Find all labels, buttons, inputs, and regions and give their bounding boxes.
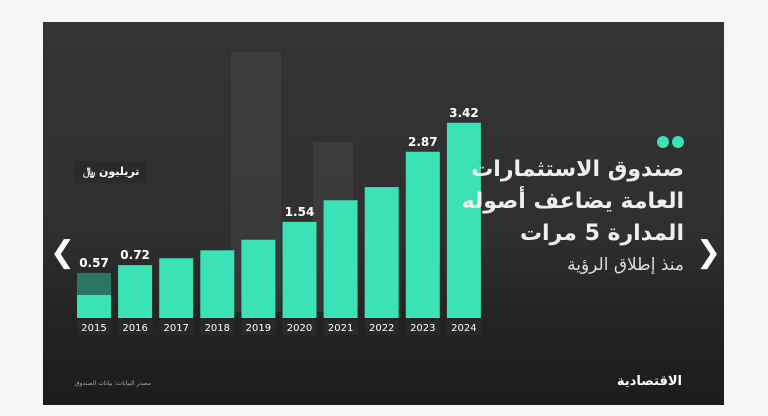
year-label-bg [77,320,111,335]
x-tick-label: 2018 [205,323,230,334]
year-label-bg [118,320,153,335]
x-tick-label: 2022 [369,323,394,334]
bar-2020 [282,221,317,318]
x-tick-label: 2017 [163,323,188,334]
year-label-bg [282,320,317,335]
bar-2017 [159,258,194,318]
x-tick-label: 2016 [122,323,147,334]
bar-chart: 2015 0.57 2016 0.72 2017 2018 2019 2020 1.54 2021… [77,106,481,335]
data-label: 0.72 [120,248,150,262]
infographic-subtitle: منذ إطلاق الرؤية [567,255,684,275]
bar-2023 [405,151,440,318]
bar-2019 [241,239,276,318]
data-label: 2.87 [408,135,438,149]
year-label-bg [159,320,194,335]
year-label-bg [200,320,235,335]
data-label: 1.54 [285,205,315,219]
year-label-bg [446,320,481,335]
x-tick-label: 2020 [287,323,312,334]
chevron-left-icon[interactable]: ❮ [50,235,76,270]
source-note: مصدر البيانات: بيانات الصندوق [75,380,151,387]
year-label-bg [405,320,440,335]
bar-2021 [323,200,358,318]
bar-2022 [364,187,399,318]
chevron-right-icon[interactable]: ❯ [696,235,722,270]
title-block: صندوق الاستثمارات العامة يضاعف أصوله الم… [434,136,684,276]
bar-2016 [118,265,153,318]
infographic-title: صندوق الاستثمارات العامة يضاعف أصوله الم… [461,157,684,246]
carousel-slide: 2015 0.57 2016 0.72 2017 2018 2019 2020 1.54 2021… [43,22,724,405]
year-label-bg [241,320,276,335]
bar-2018 [200,250,235,318]
year-label-bg [323,320,358,335]
bar-overlay [77,272,111,295]
x-tick-label: 2023 [410,323,435,334]
unit-label: تريليون ﷼ [75,161,148,183]
x-tick-label: 2019 [246,323,271,334]
year-label-bg [364,320,399,335]
x-tick-label: 2021 [328,323,353,334]
bar-2024 [446,122,481,319]
x-tick-label: 2024 [451,323,476,334]
dots-decoration [657,136,684,148]
x-tick-label: 2015 [81,323,106,334]
brand-logo: الاقتصادية [616,374,682,389]
data-label: 3.42 [449,106,479,120]
data-label: 0.57 [79,256,109,270]
